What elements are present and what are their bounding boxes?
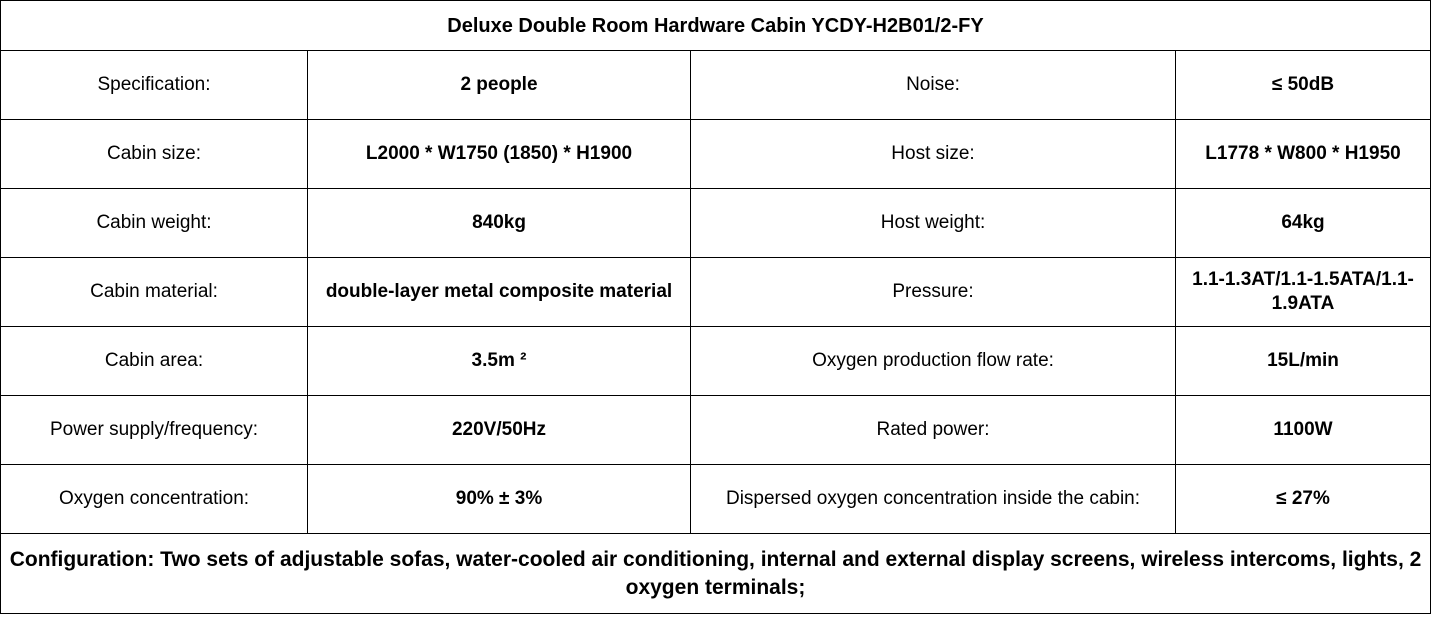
spec-value: 2 people <box>307 50 691 120</box>
table-row: Power supply/frequency: 220V/50Hz Rated po… <box>0 395 1431 465</box>
spec-value: 15L/min <box>1175 326 1431 396</box>
spec-label: Oxygen production flow rate: <box>690 326 1176 396</box>
spec-value: double-layer metal composite material <box>307 257 691 327</box>
spec-label: Dispersed oxygen concentration inside th… <box>690 464 1176 534</box>
spec-value: ≤ 27% <box>1175 464 1431 534</box>
spec-label: Specification: <box>0 50 308 120</box>
configuration-text: Configuration: Two sets of adjustable so… <box>0 533 1431 614</box>
spec-label: Host size: <box>690 119 1176 189</box>
table-title: Deluxe Double Room Hardware Cabin YCDY-H… <box>0 0 1431 51</box>
table-row: Cabin weight: 840kg Host weight: 64kg <box>0 188 1431 258</box>
table-row: Specification: 2 people Noise: ≤ 50dB <box>0 50 1431 120</box>
spec-value: 1.1-1.3AT/1.1-1.5ATA/1.1-1.9ATA <box>1175 257 1431 327</box>
spec-value: ≤ 50dB <box>1175 50 1431 120</box>
spec-label: Cabin material: <box>0 257 308 327</box>
spec-label: Rated power: <box>690 395 1176 465</box>
spec-label: Noise: <box>690 50 1176 120</box>
spec-value: 3.5m ² <box>307 326 691 396</box>
table-row: Cabin area: 3.5m ² Oxygen production flow … <box>0 326 1431 396</box>
table-row: Cabin size: L2000 * W1750 (1850) * H1900 H… <box>0 119 1431 189</box>
spec-label: Cabin size: <box>0 119 308 189</box>
spec-value: 220V/50Hz <box>307 395 691 465</box>
spec-value: 840kg <box>307 188 691 258</box>
spec-value: 90% ± 3% <box>307 464 691 534</box>
spec-label: Cabin weight: <box>0 188 308 258</box>
spec-label: Pressure: <box>690 257 1176 327</box>
spec-value: 64kg <box>1175 188 1431 258</box>
table-row: Cabin material: double-layer metal compos… <box>0 257 1431 327</box>
spec-value: 1100W <box>1175 395 1431 465</box>
spec-label: Host weight: <box>690 188 1176 258</box>
spec-label: Oxygen concentration: <box>0 464 308 534</box>
spec-value: L1778 * W800 * H1950 <box>1175 119 1431 189</box>
spec-label: Cabin area: <box>0 326 308 396</box>
table-row: Oxygen concentration: 90% ± 3% Dispersed o… <box>0 464 1431 534</box>
spec-value: L2000 * W1750 (1850) * H1900 <box>307 119 691 189</box>
spec-label: Power supply/frequency: <box>0 395 308 465</box>
